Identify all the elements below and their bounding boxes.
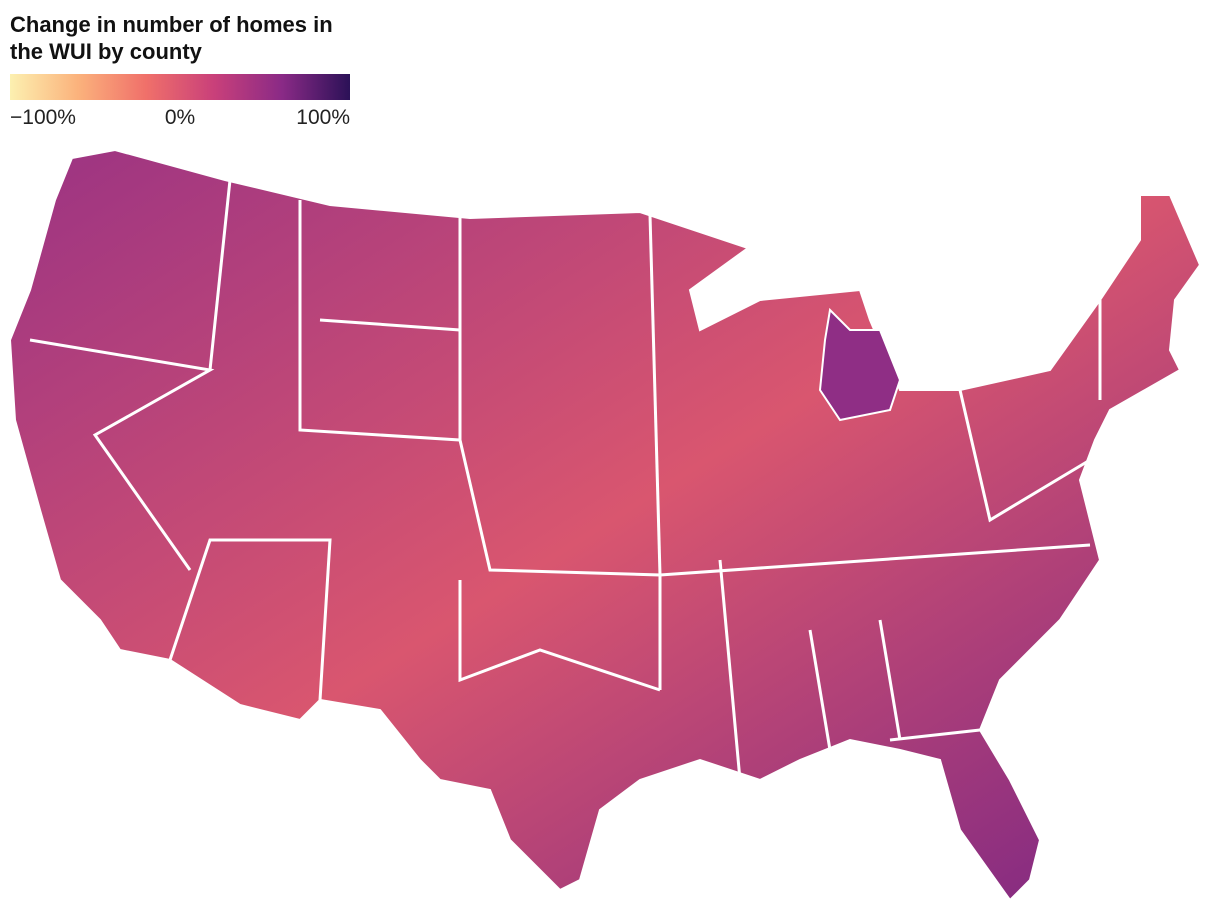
state-borders (29, 179, 1102, 781)
legend-tick-label: 0% (165, 106, 195, 129)
us-outline (8, 148, 1202, 902)
map (8, 148, 1202, 902)
michigan (818, 307, 902, 422)
legend-tick-label: 100% (296, 106, 350, 129)
color-bar (10, 74, 350, 100)
legend-tick-label: −100% (10, 106, 76, 129)
title-line: Change in number of homes in (10, 12, 333, 37)
title-line: the WUI by county (10, 39, 203, 64)
